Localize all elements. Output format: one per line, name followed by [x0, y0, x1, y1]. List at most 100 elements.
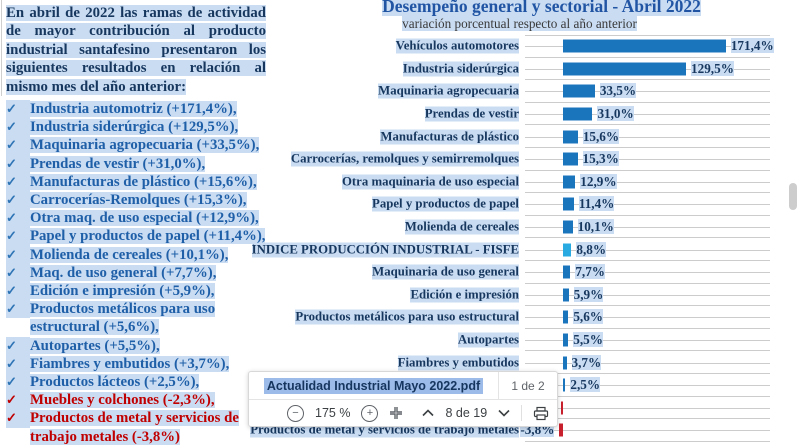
gridline [525, 181, 770, 183]
fit-to-page-icon[interactable] [389, 406, 403, 420]
list-item-label: Papel y productos de papel (+11,4%), [30, 228, 266, 245]
chart-row: Fiambres y embutidos 3,7% [285, 351, 798, 374]
document-text-column: En abril de 2022 las ramas de actividad … [6, 4, 274, 446]
list-item-label: Molienda de cereales (+10,1%), [30, 246, 229, 263]
gridline [525, 91, 770, 93]
gridline [525, 340, 770, 342]
chart-row: Maquinaria agropecuaria 33,5% [285, 80, 798, 103]
category-label: Vehículos automotores [395, 38, 519, 54]
check-icon: ✓ [6, 100, 30, 119]
list-item: ✓ Fiambres y embutidos (+3,7%), [6, 354, 274, 374]
results-list: ✓ Industria automotriz (+171,4%), ✓ Industr… [6, 100, 274, 446]
list-item-label: Otra maq. de uso especial (+12,9%), [30, 210, 259, 227]
intro-paragraph: En abril de 2022 las ramas de actividad … [6, 4, 266, 96]
list-item: ✓ Carrocerías-Remolques (+15,3%), [6, 191, 274, 210]
gridline [525, 249, 770, 251]
gridline [525, 350, 770, 352]
list-item-label: Prendas de vestir (+31,0%), [30, 155, 206, 172]
list-item-label: Maq. de uso general (+7,7%), [30, 264, 217, 281]
page-down-button[interactable] [498, 409, 510, 417]
check-icon: ✓ [6, 354, 30, 374]
list-item-label: Manufacturas de plástico (+15,6%), [30, 173, 257, 190]
bar [563, 243, 572, 257]
gridline [525, 259, 770, 261]
filename: Actualidad Industrial Mayo 2022.pdf [263, 377, 484, 394]
gridline [525, 294, 770, 296]
zoom-in-button[interactable]: + [361, 404, 379, 422]
bar [563, 130, 578, 144]
bar [563, 175, 576, 189]
value-label: 15,6% [582, 128, 620, 144]
print-button[interactable] [533, 406, 549, 421]
category-label: Molienda de cereales [404, 219, 519, 235]
chart-row: Carrocerías, remolques y semirremolques 1… [285, 148, 798, 171]
category-label: Maquinaria de uso general [372, 264, 519, 280]
page-up-button[interactable] [422, 409, 435, 417]
chart-row: Productos metálicos para uso estructural… [285, 306, 798, 329]
list-item-label: Carrocerías-Remolques (+15,3%), [30, 192, 247, 209]
scrollbar-thumb[interactable] [789, 183, 797, 210]
zoom-level: 175 % [315, 406, 351, 420]
list-item: ✓ Molienda de cereales (+10,1%), [6, 245, 274, 264]
category-label: Fiambres y embutidos [397, 355, 519, 371]
gridline [525, 169, 770, 171]
chart-row: ÍNDICE PRODUCCIÓN INDUSTRIAL - FISFE 8,8% [251, 238, 798, 261]
page-indicator: 8 de 19 [445, 406, 488, 420]
toolbar-controls-row: − 175 % + 8 de 19 [249, 400, 557, 426]
gridline [525, 282, 770, 284]
list-item-label: Fiambres y embutidos (+3,7%), [30, 355, 230, 372]
bar [563, 84, 595, 98]
list-item: ✓ Industria automotriz (+171,4%), [6, 100, 274, 119]
value-label: 3,7% [571, 354, 602, 370]
gridline [525, 56, 770, 58]
gridline [525, 440, 770, 442]
bar [563, 378, 566, 392]
list-item-label: Maquinaria agropecuaria (+33,5%), [30, 137, 260, 154]
check-icon: ✓ [6, 154, 30, 173]
list-item-label: Productos lácteos (+2,5%), [30, 374, 200, 391]
chart-row: Autopartes 5,5% [285, 329, 798, 352]
value-label: 129,5% [691, 60, 734, 76]
gridline [525, 214, 770, 216]
gridline [525, 124, 770, 126]
gridline [525, 372, 770, 374]
check-icon: ✓ [6, 118, 30, 137]
filename-cell: Actualidad Industrial Mayo 2022.pdf [249, 372, 498, 399]
gridline [525, 192, 770, 194]
chart-row: Otra maquinaria de uso especial 12,9% [285, 171, 798, 194]
check-icon: ✓ [6, 391, 30, 410]
chart-row: Edición e impresión 5,9% [285, 284, 798, 307]
list-item: ✓ Productos metálicos para uso estructura… [6, 300, 274, 336]
bar [563, 356, 567, 370]
category-label: Industria siderúrgica [402, 61, 519, 77]
bar [563, 107, 593, 121]
list-item: ✓ Prendas de vestir (+31,0%), [6, 154, 274, 173]
check-icon: ✓ [6, 209, 30, 228]
toolbar-title-row: Actualidad Industrial Mayo 2022.pdf 1 de… [249, 372, 557, 400]
gridline [525, 227, 770, 229]
list-item: ✓ Muebles y colchones (-2,3%), [6, 391, 274, 410]
bar [563, 62, 687, 76]
gridline [525, 317, 770, 319]
check-icon: ✓ [6, 409, 30, 428]
page-edge-line [1, 0, 2, 96]
zoom-out-button[interactable]: − [287, 404, 304, 422]
pdf-toolbar: Actualidad Industrial Mayo 2022.pdf 1 de… [248, 371, 558, 427]
bar [563, 197, 574, 211]
list-item-label: Muebles y colchones (-2,3%), [30, 392, 215, 409]
gridline [525, 237, 770, 239]
bar [563, 265, 571, 279]
bar [563, 288, 569, 302]
match-count: 1 de 2 [498, 372, 557, 399]
list-item-label: Autopartes (+5,5%), [30, 337, 160, 354]
chart-row: Industria siderúrgica 129,5% [285, 58, 798, 81]
list-item: ✓ Autopartes (+5,5%), [6, 336, 274, 355]
bar [563, 333, 569, 347]
check-icon: ✓ [6, 136, 30, 155]
value-label: 10,1% [577, 219, 614, 235]
chart-subtitle: variación porcentual respecto al año ant… [402, 16, 637, 31]
list-item: ✓ Maquinaria agropecuaria (+33,5%), [6, 136, 274, 155]
check-icon: ✓ [6, 300, 30, 319]
check-icon: ✓ [6, 282, 30, 301]
category-label: Otra maquinaria de uso especial [341, 174, 519, 190]
